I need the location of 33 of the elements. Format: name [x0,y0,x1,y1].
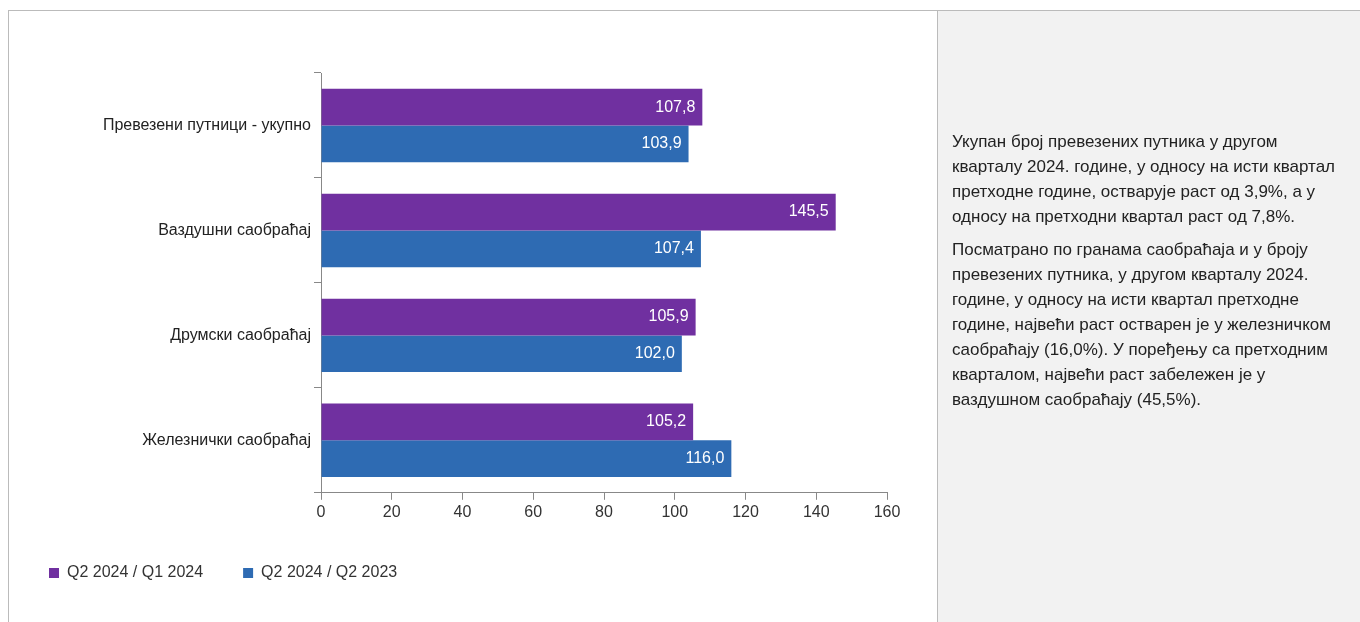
x-tick-label: 120 [732,502,759,520]
legend-label: Q2 2024 / Q1 2024 [67,563,204,581]
bar [321,335,682,373]
x-tick-label: 40 [453,502,472,520]
x-tick-label: 80 [595,502,613,520]
data-label: 145,5 [788,202,829,220]
bar [321,403,694,441]
x-tick-label: 0 [316,502,326,520]
x-tick-label: 20 [382,502,401,520]
x-tick-label: 140 [802,502,830,520]
bar [321,88,703,126]
bar [321,193,836,231]
data-label: 105,2 [646,412,687,430]
y-tick-label: Превезени путници - укупно [102,115,312,133]
bar [321,298,696,336]
legend-label: Q2 2024 / Q2 2023 [261,563,398,581]
data-label: 102,0 [634,344,675,362]
data-label: 107,4 [653,239,695,257]
data-label: 116,0 [685,449,725,467]
x-tick-label: 100 [661,502,689,520]
y-tick-label: Железнички саобраћај [142,430,311,448]
bar [321,440,732,478]
x-tick-label: 60 [524,502,543,520]
text: Посматрано по гранама саобраћаја и у броју превезених путника, у другом кварталу 2024. године, у односу на исти квартал претходне године, највећи раст остварен је у железничком саобраћају (16,0%). У поређењу са претходним кварталом, највећи раст забележен је у ваздушном саобраћају (45,5%). [952,239,1332,411]
bar [321,230,701,268]
data-label: 105,9 [648,307,689,325]
text: Укупан број превезених путника у другом кварталу 2024. године, у односу на исти квартал претходне године, остварује раст од 3,9%, а у односу на претходни квартал раст од 7,8%. [952,131,1337,228]
data-label: 103,9 [641,134,682,152]
y-tick-label: Ваздушни саобраћај [158,220,311,238]
data-label: 107,8 [655,97,696,115]
x-tick-label: 160 [873,502,901,520]
y-tick-label: Друмски саобраћај [170,325,311,343]
bar [321,125,689,163]
